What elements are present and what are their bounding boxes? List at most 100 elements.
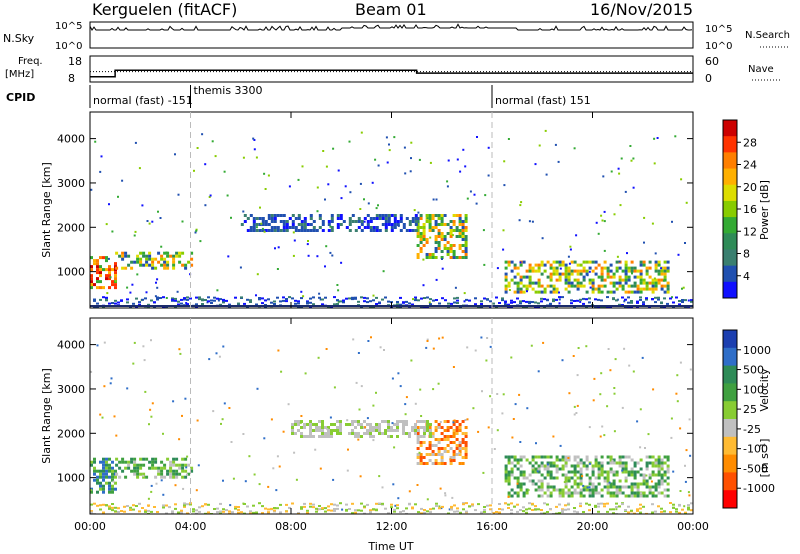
data-cell <box>663 470 667 474</box>
data-cell <box>624 263 628 267</box>
data-cell <box>452 423 456 426</box>
data-cell <box>522 260 526 264</box>
data-cell <box>594 488 598 492</box>
data-cell <box>396 301 399 303</box>
data-cell <box>318 429 321 432</box>
data-cell <box>510 455 514 459</box>
data-cell <box>461 256 465 259</box>
data-cell <box>537 278 541 282</box>
data-cell <box>151 263 155 267</box>
data-cell <box>145 457 149 461</box>
data-cell <box>651 222 654 225</box>
data-cell <box>464 256 468 259</box>
data-cell <box>440 432 444 435</box>
data-cell <box>469 190 472 193</box>
data-cell <box>690 299 693 302</box>
data-cell <box>111 484 114 488</box>
data-cell <box>181 414 183 417</box>
data-cell <box>443 438 447 441</box>
data-cell <box>594 504 597 507</box>
data-cell <box>273 217 277 220</box>
data-cell <box>184 469 188 473</box>
data-cell <box>339 300 342 303</box>
data-cell <box>213 508 216 510</box>
data-cell <box>300 223 304 226</box>
data-cell <box>474 297 477 300</box>
colorbar-swatch <box>723 217 737 234</box>
data-cell <box>633 275 637 279</box>
data-cell <box>432 507 435 510</box>
data-cell <box>163 263 167 267</box>
data-cell <box>609 508 612 511</box>
data-cell <box>255 294 257 297</box>
data-cell <box>219 298 222 301</box>
data-cell <box>285 510 288 513</box>
data-cell <box>107 257 110 260</box>
data-cell <box>666 482 670 486</box>
colorbar-tick-label: -1000 <box>743 482 775 495</box>
data-cell <box>111 487 114 491</box>
data-cell <box>464 435 468 438</box>
data-cell <box>146 220 149 222</box>
data-cell <box>600 266 604 270</box>
data-cell <box>416 447 420 450</box>
data-cell <box>615 508 618 511</box>
data-cell <box>337 300 340 303</box>
data-cell <box>419 388 422 391</box>
data-cell <box>132 508 135 511</box>
data-cell <box>372 429 375 432</box>
data-cell <box>623 347 626 350</box>
data-cell <box>594 298 597 301</box>
data-cell <box>546 473 550 477</box>
data-cell <box>564 479 568 483</box>
data-cell <box>555 458 559 462</box>
data-cell <box>537 284 541 288</box>
data-cell <box>126 298 129 301</box>
data-cell <box>114 299 117 302</box>
data-cell <box>384 296 387 299</box>
data-cell <box>316 210 319 213</box>
data-cell <box>420 415 423 417</box>
data-cell <box>585 298 588 301</box>
data-cell <box>336 299 339 302</box>
data-cell <box>543 491 547 495</box>
data-cell <box>208 196 211 198</box>
data-cell <box>615 485 619 489</box>
data-cell <box>108 277 111 281</box>
data-cell <box>464 450 468 453</box>
data-cell <box>237 302 240 305</box>
data-cell <box>102 286 105 290</box>
data-cell <box>327 435 330 438</box>
data-cell <box>172 463 176 467</box>
data-cell <box>540 263 544 267</box>
data-cell <box>576 374 579 377</box>
data-cell <box>160 479 163 482</box>
data-cell <box>429 508 432 511</box>
data-cell <box>570 281 574 285</box>
data-cell <box>516 290 520 294</box>
data-cell <box>440 214 444 217</box>
data-cell <box>258 217 262 220</box>
data-cell <box>434 238 438 241</box>
data-cell <box>516 510 519 513</box>
data-cell <box>588 278 592 282</box>
data-cell <box>108 481 111 485</box>
data-cell <box>216 297 219 300</box>
data-cell <box>458 452 461 455</box>
data-cell <box>461 447 465 450</box>
data-cell <box>591 269 595 273</box>
data-cell <box>609 455 613 459</box>
data-cell <box>99 413 102 416</box>
data-cell <box>309 420 312 423</box>
data-cell <box>177 511 180 514</box>
data-cell <box>219 512 222 514</box>
data-cell <box>181 475 185 479</box>
data-cell <box>573 147 576 150</box>
data-cell <box>387 220 391 223</box>
data-cell <box>306 243 309 246</box>
data-cell <box>99 508 102 511</box>
data-cell <box>507 476 511 480</box>
data-cell <box>573 491 577 495</box>
data-cell <box>588 491 592 495</box>
data-cell <box>504 502 507 505</box>
